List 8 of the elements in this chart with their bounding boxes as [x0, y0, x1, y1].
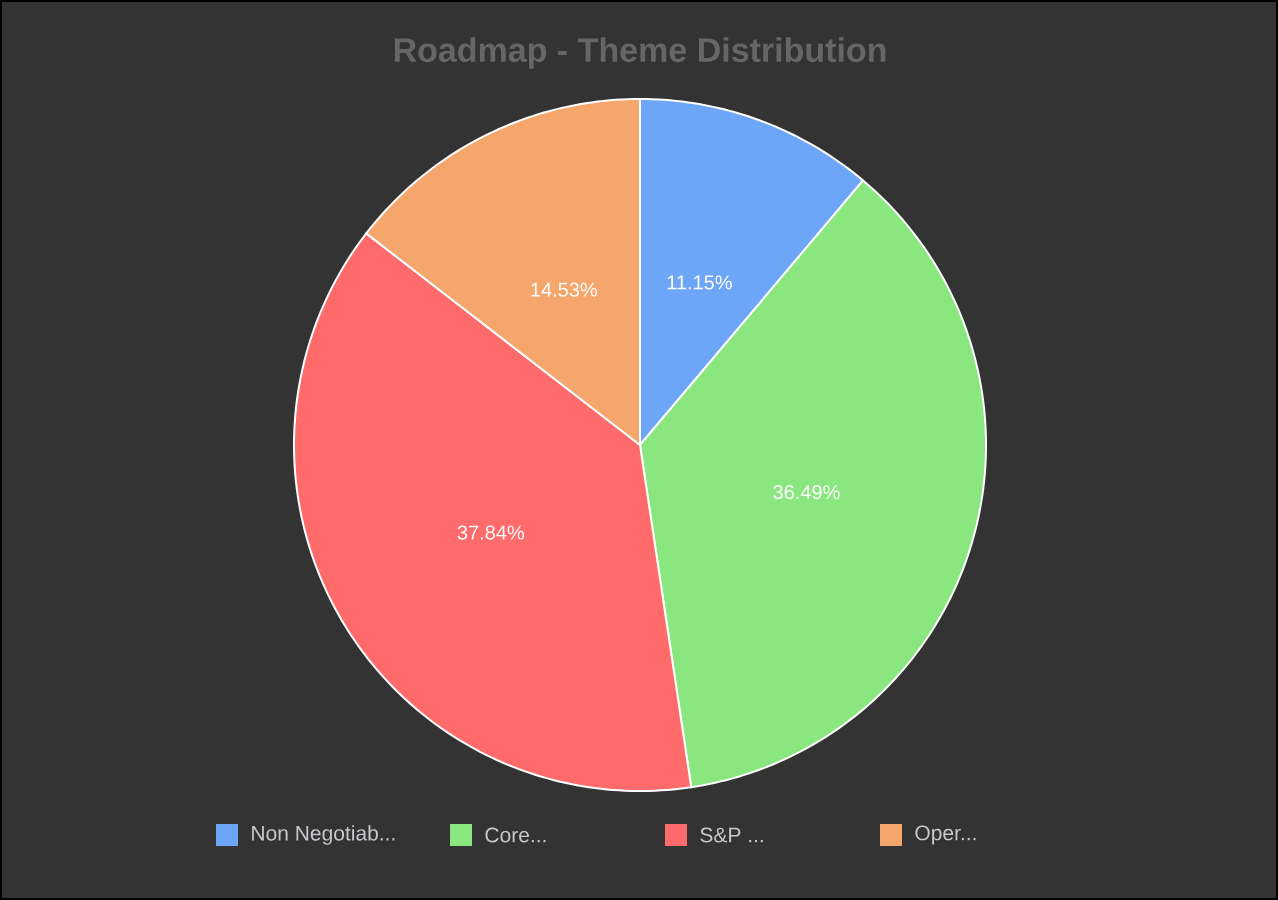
data-label: 37.84% — [457, 525, 525, 540]
data-label: 36.49% — [773, 485, 840, 500]
legend-label: Non Negotiab... — [252, 825, 395, 845]
data-label: 11.15% — [667, 275, 732, 290]
legend-label: Oper... — [915, 825, 976, 845]
legend-label: Core... — [485, 827, 546, 843]
legend-label: S&P ... — [700, 827, 763, 843]
data-label: 14.53% — [531, 282, 597, 297]
